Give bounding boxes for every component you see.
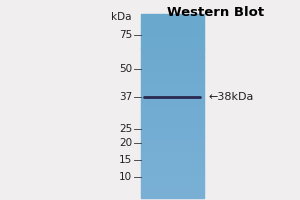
Bar xyxy=(141,28,204,30)
Bar xyxy=(141,161,204,163)
Text: 25: 25 xyxy=(119,124,132,134)
Bar xyxy=(141,78,204,81)
Bar xyxy=(141,150,204,152)
Bar xyxy=(141,37,204,39)
Bar xyxy=(141,44,204,46)
Bar xyxy=(141,65,204,67)
Bar xyxy=(141,106,204,108)
Bar xyxy=(141,177,204,180)
Bar xyxy=(141,173,204,175)
Bar xyxy=(141,74,204,76)
Bar xyxy=(141,35,204,37)
Bar xyxy=(141,143,204,145)
Bar xyxy=(141,163,204,166)
Bar xyxy=(141,23,204,25)
Bar xyxy=(141,113,204,115)
Bar xyxy=(141,62,204,65)
Text: 50: 50 xyxy=(119,64,132,74)
Bar xyxy=(141,46,204,48)
Bar xyxy=(141,122,204,124)
Bar xyxy=(141,25,204,28)
Bar xyxy=(141,166,204,168)
Text: Western Blot: Western Blot xyxy=(167,6,265,19)
Bar xyxy=(141,83,204,85)
Bar xyxy=(141,111,204,113)
Bar xyxy=(141,101,204,104)
Bar xyxy=(141,16,204,19)
Bar xyxy=(141,32,204,35)
Bar xyxy=(141,191,204,193)
Bar xyxy=(141,180,204,182)
Bar xyxy=(141,58,204,60)
Bar xyxy=(141,72,204,74)
Bar xyxy=(141,186,204,189)
Bar xyxy=(141,88,204,90)
Bar xyxy=(141,97,204,99)
Bar xyxy=(141,85,204,88)
Bar xyxy=(141,182,204,184)
Text: kDa: kDa xyxy=(112,12,132,22)
Bar xyxy=(141,69,204,72)
Bar xyxy=(141,131,204,134)
Bar xyxy=(141,108,204,111)
Bar xyxy=(141,53,204,55)
Bar xyxy=(141,120,204,122)
Bar xyxy=(141,21,204,23)
Bar xyxy=(141,55,204,58)
Bar xyxy=(141,152,204,154)
Bar xyxy=(141,145,204,147)
Bar xyxy=(141,140,204,143)
Bar xyxy=(141,14,204,16)
Text: 37: 37 xyxy=(119,92,132,102)
Bar xyxy=(141,48,204,51)
Bar xyxy=(141,90,204,92)
Bar xyxy=(141,168,204,170)
Bar xyxy=(141,184,204,186)
Bar xyxy=(141,175,204,177)
Bar xyxy=(141,138,204,140)
Bar xyxy=(141,67,204,69)
Bar xyxy=(141,117,204,120)
Bar xyxy=(141,19,204,21)
Bar xyxy=(141,92,204,94)
Bar xyxy=(141,99,204,101)
Bar xyxy=(141,134,204,136)
Text: 20: 20 xyxy=(119,138,132,148)
Bar xyxy=(141,136,204,138)
Bar xyxy=(141,129,204,131)
Bar xyxy=(141,170,204,173)
Text: 15: 15 xyxy=(119,155,132,165)
Bar xyxy=(141,81,204,83)
Bar xyxy=(141,94,204,97)
Bar xyxy=(141,147,204,150)
Bar xyxy=(141,104,204,106)
Text: 10: 10 xyxy=(119,172,132,182)
Bar xyxy=(141,124,204,127)
Bar xyxy=(141,193,204,196)
Bar xyxy=(141,60,204,62)
Bar xyxy=(141,159,204,161)
Bar xyxy=(141,30,204,32)
Bar xyxy=(141,76,204,78)
Bar xyxy=(141,157,204,159)
Bar xyxy=(141,154,204,157)
Bar xyxy=(141,39,204,42)
Text: 75: 75 xyxy=(119,30,132,40)
Bar xyxy=(141,51,204,53)
Bar xyxy=(141,189,204,191)
Bar xyxy=(141,196,204,198)
Text: ←38kDa: ←38kDa xyxy=(208,92,254,102)
Bar xyxy=(141,115,204,117)
Bar xyxy=(141,127,204,129)
Bar xyxy=(141,42,204,44)
